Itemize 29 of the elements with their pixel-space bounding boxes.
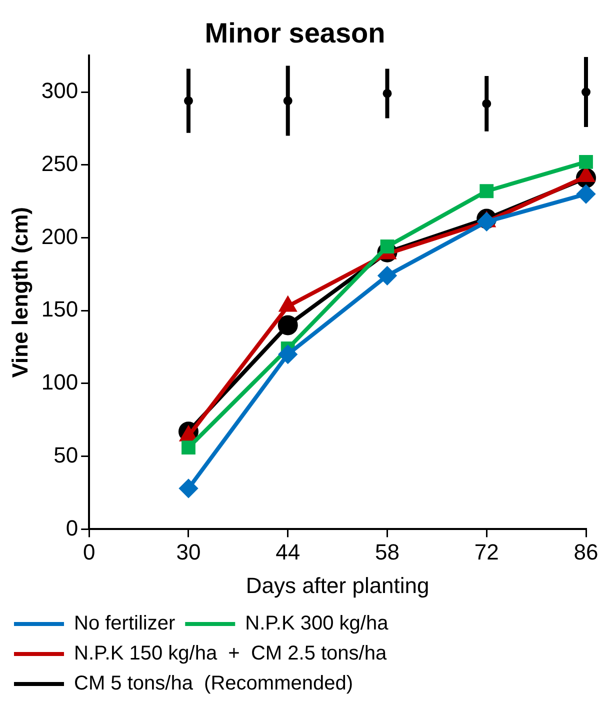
x-tick-label: 30 <box>176 539 201 564</box>
point <box>179 479 198 498</box>
y-tick-label: 300 <box>41 78 78 104</box>
point <box>478 212 496 231</box>
y-axis-title: Vine length (cm) <box>7 207 32 378</box>
point <box>278 345 297 364</box>
x-tick-label: 58 <box>375 539 400 564</box>
point <box>579 155 593 169</box>
point <box>480 184 494 198</box>
y-tick-label: 100 <box>41 370 78 395</box>
chart-title: Minor season <box>204 18 386 49</box>
point <box>182 440 196 455</box>
y-tick-label: 250 <box>41 150 78 176</box>
point <box>378 266 396 285</box>
legend-label: CM 5 tons/ha (Recommended) <box>74 672 354 695</box>
x-tick-label: 0 <box>82 539 96 564</box>
y-tick-label: 200 <box>41 224 78 249</box>
x-tick-label: 86 <box>574 539 598 564</box>
legend-label: N.P.K 150 kg/ha + CM 2.5 tons/ha <box>74 642 388 665</box>
x-axis-title: Days after planting <box>246 572 430 598</box>
x-tick-label: 44 <box>276 539 300 564</box>
x-tick-label: 72 <box>474 539 499 564</box>
point <box>577 185 595 204</box>
legend-label: No fertilizer <box>74 612 176 635</box>
y-tick-label: 0 <box>66 515 78 540</box>
point <box>278 315 298 336</box>
y-tick-label: 50 <box>54 442 78 468</box>
y-tick-label: 150 <box>41 296 78 322</box>
legend-label: N.P.K 300 kg/ha <box>245 612 390 635</box>
